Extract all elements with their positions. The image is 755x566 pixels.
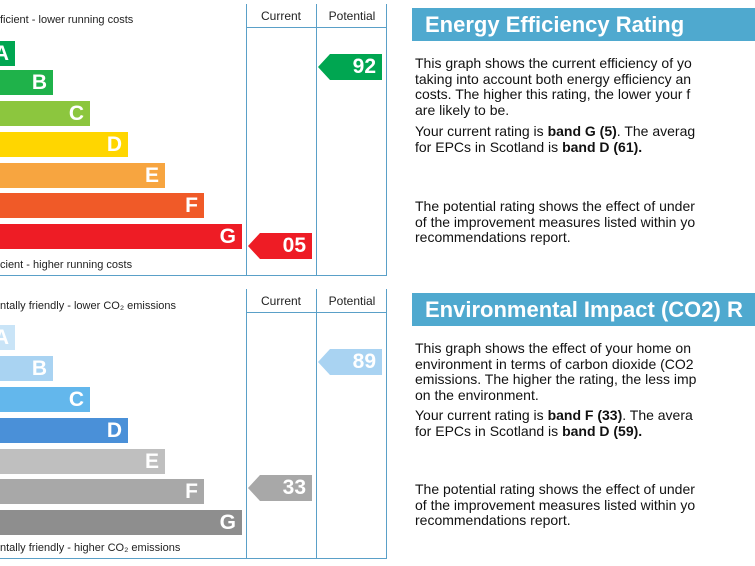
env-band-a: A — [0, 325, 15, 350]
env-potential-header: Potential — [328, 294, 376, 308]
energy-potential-header: Potential — [328, 9, 376, 23]
energy-band-b: B — [0, 70, 53, 95]
energy-bottom-caption: cient - higher running costs — [0, 259, 133, 271]
env-top-caption: ntally friendly - lower CO₂ emissions — [0, 300, 177, 312]
energy-potential-indicator: 92 — [318, 54, 382, 80]
env-band-f: F — [0, 479, 204, 504]
energy-band-g: G — [0, 224, 242, 249]
energy-band-a: A — [0, 41, 15, 66]
energy-band-e: E — [0, 163, 165, 188]
energy-band-c: C — [0, 101, 90, 126]
env-band-c: C — [0, 387, 90, 412]
energy-panel-paragraph-3: The potential rating shows the effect of… — [415, 199, 696, 245]
env-panel-title: Environmental Impact (CO2) R — [412, 293, 755, 326]
env-band-b: B — [0, 356, 53, 381]
energy-top-caption: ficient - lower running costs — [0, 14, 134, 26]
env-band-e: E — [0, 449, 165, 474]
env-current-value: 33 — [282, 476, 306, 499]
energy-current-value: 05 — [282, 234, 306, 257]
energy-current-header: Current — [260, 9, 301, 23]
energy-panel-title: Energy Efficiency Rating — [412, 8, 755, 41]
env-current-indicator: 33 — [248, 475, 312, 501]
energy-band-d: D — [0, 132, 128, 157]
env-panel-paragraph-1: This graph shows the effect of your home… — [415, 341, 697, 403]
env-panel-paragraph-3: The potential rating shows the effect of… — [415, 482, 696, 528]
env-potential-value: 89 — [352, 350, 376, 373]
energy-current-indicator: 05 — [248, 233, 312, 259]
energy-panel-paragraph-2: Your current rating is band G (5). The a… — [415, 124, 696, 155]
env-panel-paragraph-2: Your current rating is band F (33). The … — [415, 408, 693, 439]
energy-panel-paragraph-1: This graph shows the current efficiency … — [415, 56, 692, 118]
env-band-d: D — [0, 418, 128, 443]
env-potential-indicator: 89 — [318, 349, 382, 375]
energy-band-f: F — [0, 193, 204, 218]
env-band-g: G — [0, 510, 242, 535]
env-current-header: Current — [260, 294, 301, 308]
energy-potential-value: 92 — [352, 55, 376, 78]
env-bottom-caption: ntally friendly - higher CO₂ emissions — [0, 542, 181, 554]
